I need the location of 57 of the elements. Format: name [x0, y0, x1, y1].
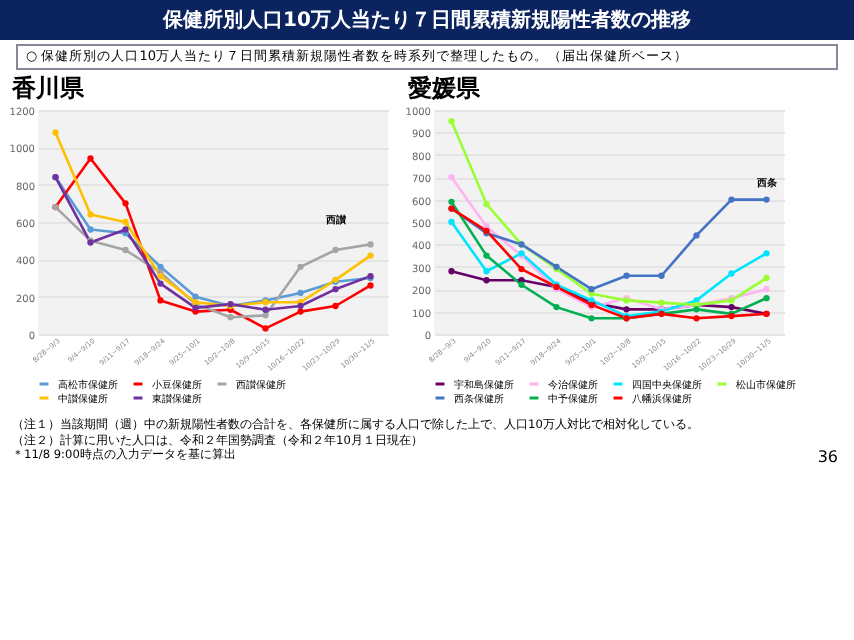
point — [227, 314, 234, 321]
point — [262, 325, 269, 332]
point — [332, 286, 339, 293]
line-series — [52, 129, 374, 310]
point — [297, 289, 304, 297]
point — [693, 232, 700, 239]
point — [623, 272, 630, 279]
point — [122, 200, 129, 207]
point — [448, 198, 455, 205]
point — [728, 196, 735, 203]
point — [367, 282, 374, 289]
point — [483, 268, 490, 275]
point — [483, 200, 490, 208]
point — [658, 272, 665, 279]
point — [157, 280, 164, 287]
point — [157, 297, 164, 304]
point — [332, 302, 339, 310]
point — [448, 118, 455, 125]
point — [87, 155, 94, 162]
point — [763, 196, 770, 203]
point — [192, 293, 199, 300]
point — [367, 252, 374, 259]
point — [763, 286, 770, 293]
point — [763, 274, 770, 282]
point — [297, 263, 304, 270]
point — [693, 315, 700, 322]
point — [448, 218, 455, 226]
point — [553, 303, 560, 311]
point — [157, 263, 164, 270]
point — [87, 226, 94, 233]
point — [623, 306, 630, 313]
point — [448, 174, 455, 181]
point — [262, 312, 269, 319]
point — [87, 211, 94, 218]
text: 36 — [817, 448, 838, 466]
chart-title: 愛媛県 — [406, 74, 482, 102]
text: 保健所別人口10万人当たり７日間累積新規陽性者数の推移 — [0, 0, 854, 40]
point — [728, 303, 735, 311]
point — [262, 306, 269, 313]
point — [763, 250, 770, 257]
point — [332, 246, 339, 254]
point — [367, 241, 374, 248]
point — [588, 315, 595, 322]
point — [658, 299, 665, 306]
point — [518, 265, 525, 273]
point — [483, 252, 490, 259]
point — [763, 295, 770, 302]
point — [448, 268, 455, 275]
point — [122, 246, 129, 254]
point — [122, 218, 129, 226]
point — [483, 277, 490, 284]
point — [52, 129, 59, 136]
line-series — [52, 155, 374, 332]
point — [693, 306, 700, 313]
point — [728, 270, 735, 277]
point — [297, 308, 304, 315]
chart-title: 香川県 — [10, 74, 86, 102]
